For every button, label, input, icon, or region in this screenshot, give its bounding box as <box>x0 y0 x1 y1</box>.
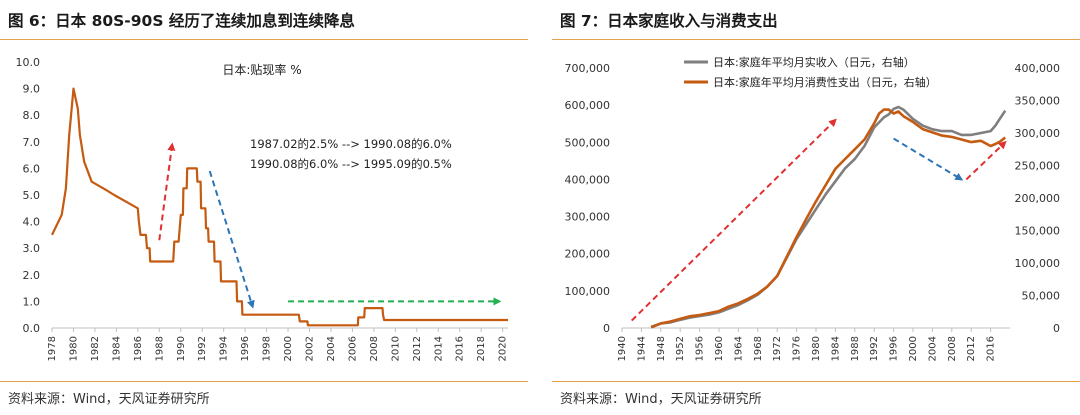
x-tick-label: 2012 <box>412 336 423 361</box>
x-tick-label: 2002 <box>305 336 316 361</box>
x-tick-label: 1956 <box>695 336 706 361</box>
legend-label: 日本:贴现率 % <box>222 62 301 77</box>
y-tick-label: 2.0 <box>23 269 41 282</box>
y-tick-label: 10.0 <box>16 56 41 69</box>
x-tick-label: 2000 <box>908 336 919 361</box>
x-tick-label: 1984 <box>111 336 122 361</box>
x-tick-label: 1952 <box>675 336 686 361</box>
y-tick-label: 0.0 <box>23 322 41 335</box>
x-tick-label: 1990 <box>176 336 187 361</box>
source-note: 资料来源：Wind，天风证券研究所 <box>8 392 210 407</box>
trend-arrow <box>965 140 1007 181</box>
y-tick-label: 9.0 <box>23 83 41 96</box>
y-left-tick-label: 100,000 <box>565 285 611 298</box>
x-tick-label: 2016 <box>986 336 997 361</box>
x-tick-label: 1976 <box>792 336 803 361</box>
x-tick-label: 1992 <box>197 336 208 361</box>
x-tick-label: 2004 <box>326 336 337 361</box>
x-tick-label: 1980 <box>811 336 822 361</box>
y-left-tick-label: 400,000 <box>565 173 611 186</box>
y-right-tick-label: 100,000 <box>1015 257 1061 270</box>
y-right-tick-label: 400,000 <box>1015 62 1061 75</box>
series-line-spending <box>650 108 1007 329</box>
y-right-tick-label: 50,000 <box>1022 290 1061 303</box>
discount-rate-chart: 0.0 1.0 2.0 3.0 4.0 5.0 6.0 7.0 8.0 9.0 10.0 1978 19… <box>16 56 509 361</box>
trend-arrow <box>893 137 964 181</box>
trend-arrow <box>208 170 255 309</box>
x-tick-label: 1944 <box>636 336 647 361</box>
x-tick-label: 1968 <box>753 336 764 361</box>
x-tick-label: 2006 <box>347 336 358 361</box>
y-right-tick-label: 300,000 <box>1015 127 1061 140</box>
x-tick-label: 2012 <box>966 336 977 361</box>
source-divider <box>0 381 528 382</box>
x-tick-label: 1984 <box>830 336 841 361</box>
x-tick-label: 1940 <box>617 336 628 361</box>
x-tick-label: 1996 <box>240 336 251 361</box>
x-tick-label: 2014 <box>433 336 444 361</box>
y-tick-label: 4.0 <box>23 216 41 229</box>
y-right-tick-label: 350,000 <box>1015 95 1061 108</box>
x-tick-label: 1986 <box>133 336 144 361</box>
household-income-chart: 0 100,000 200,000 300,000 400,000 500,000 600,… <box>565 55 1061 361</box>
x-tick-label: 1988 <box>154 336 165 361</box>
series-line-discount-rate <box>51 87 508 327</box>
chart-panel-discount-rate: 图 6：日本 80S-90S 经历了连续加息到连续降息 0.0 1.0 2.0 3.0… <box>0 0 528 415</box>
x-tick-label: 2016 <box>455 336 466 361</box>
x-tick-label: 1978 <box>47 336 58 361</box>
y-tick-label: 3.0 <box>23 242 41 255</box>
title-divider <box>552 39 1080 40</box>
y-left-tick-label: 500,000 <box>565 136 611 149</box>
x-tick-label: 1994 <box>219 336 230 361</box>
y-left-tick-label: 200,000 <box>565 248 611 261</box>
y-left-tick-label: 600,000 <box>565 99 611 112</box>
x-tick-label: 2020 <box>498 336 509 361</box>
y-right-tick-label: 250,000 <box>1015 160 1061 173</box>
title-divider <box>0 39 528 40</box>
x-tick-label: 1996 <box>889 336 900 361</box>
y-tick-label: 7.0 <box>23 136 41 149</box>
source-divider <box>552 381 1080 382</box>
x-tick-label: 2008 <box>947 336 958 361</box>
chart-title: 图 6：日本 80S-90S 经历了连续加息到连续降息 <box>8 12 355 30</box>
y-tick-label: 5.0 <box>23 189 41 202</box>
chart-panel-household: 图 7：日本家庭收入与消费支出 0 100,000 200,000 300,000 40… <box>552 0 1080 415</box>
x-tick-label: 2000 <box>283 336 294 361</box>
x-tick-label: 1992 <box>869 336 880 361</box>
x-tick-label: 1948 <box>656 336 667 361</box>
y-left-tick-label: 0 <box>603 322 610 335</box>
x-tick-label: 2010 <box>390 336 401 361</box>
source-note: 资料来源：Wind，天风证券研究所 <box>560 392 762 407</box>
x-tick-label: 1980 <box>68 336 79 361</box>
x-tick-label: 1988 <box>850 336 861 361</box>
x-tick-label: 1998 <box>262 336 273 361</box>
y-left-tick-label: 700,000 <box>565 62 611 75</box>
legend-label-income: 日本:家庭年平均月实收入（日元，右轴） <box>713 55 915 69</box>
x-tick-label: 1960 <box>714 336 725 361</box>
x-tick-label: 1964 <box>733 336 744 361</box>
trend-arrow <box>158 142 176 241</box>
y-right-tick-label: 200,000 <box>1015 192 1061 205</box>
annotation-cut: 1990.08的6.0% --> 1995.09的0.5% <box>250 157 452 171</box>
y-tick-label: 1.0 <box>23 295 41 308</box>
y-right-tick-label: 0 <box>1053 322 1060 335</box>
y-tick-label: 8.0 <box>23 109 41 122</box>
x-tick-label: 1982 <box>90 336 101 361</box>
x-tick-label: 2018 <box>476 336 487 361</box>
series-line-income <box>650 105 1007 329</box>
annotation-hike: 1987.02的2.5% --> 1990.08的6.0% <box>250 137 452 151</box>
y-right-tick-label: 150,000 <box>1015 225 1061 238</box>
x-tick-label: 2004 <box>927 336 938 361</box>
legend-label-spending: 日本:家庭年平均月消费性支出（日元，右轴） <box>713 75 937 89</box>
x-tick-label: 1972 <box>772 336 783 361</box>
y-left-tick-label: 300,000 <box>565 211 611 224</box>
y-tick-label: 6.0 <box>23 162 41 175</box>
x-tick-label: 2008 <box>369 336 380 361</box>
trend-arrow <box>630 118 837 322</box>
chart-title: 图 7：日本家庭收入与消费支出 <box>560 12 778 30</box>
